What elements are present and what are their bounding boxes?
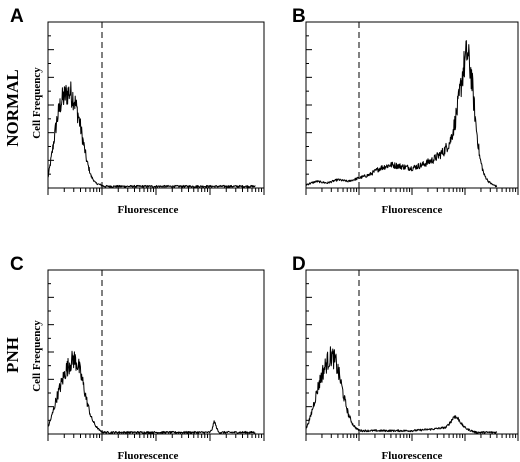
panel-letter-d: D (292, 254, 306, 275)
panel-a: A Cell Frequency Fluorescence (10, 6, 265, 216)
histogram-trace-b (305, 40, 498, 188)
plot-frame-a (47, 21, 265, 189)
ylabel-a: Cell Frequency (31, 67, 43, 139)
xlabel-d: Fluorescence (382, 450, 443, 462)
xlabel-b: Fluorescence (382, 204, 443, 216)
row-label-pnh: PNH (3, 337, 22, 373)
panel-d: D Fluorescence (292, 254, 519, 462)
panel-letter-b: B (292, 6, 306, 27)
plot-frame-c (47, 269, 265, 435)
row-label-normal: NORMAL (3, 69, 22, 146)
xlabel-c: Fluorescence (118, 450, 179, 462)
ylabel-c: Cell Frequency (31, 320, 43, 392)
panel-b: B Fluorescence (292, 6, 519, 216)
panel-c: C Cell Frequency Fluorescence (10, 254, 265, 462)
histogram-trace-c (47, 350, 256, 434)
panel-letter-a: A (10, 6, 24, 27)
xlabel-a: Fluorescence (118, 204, 179, 216)
histogram-trace-a (47, 81, 256, 188)
plot-frame-d (305, 269, 519, 435)
plot-frame-b (305, 21, 519, 189)
panel-letter-c: C (10, 254, 24, 275)
histogram-trace-d (305, 346, 498, 434)
